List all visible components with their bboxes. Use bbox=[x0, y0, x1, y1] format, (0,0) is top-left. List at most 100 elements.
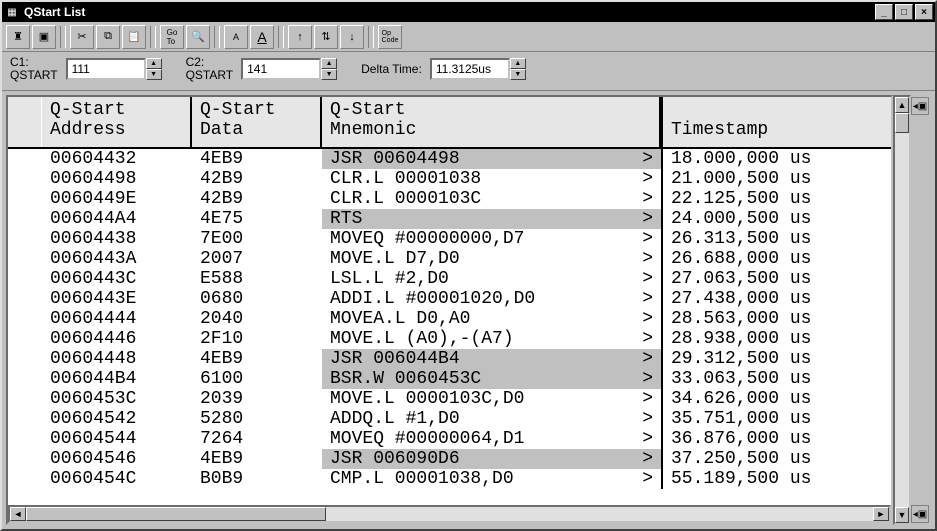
mnem-cell: JSR 006044B4> bbox=[322, 349, 661, 369]
table-row[interactable]: 0060454CB0B9CMP.L 00001038,D0>55.189,500… bbox=[8, 469, 891, 489]
table-row[interactable]: 006044462F10MOVE.L (A0),-(A7)>28.938,000… bbox=[8, 329, 891, 349]
minimize-button[interactable]: _ bbox=[875, 4, 893, 20]
tree-icon[interactable]: ♜ bbox=[6, 25, 30, 49]
vscroll-thumb[interactable] bbox=[895, 113, 909, 133]
table-row[interactable]: 006044B46100BSR.W 0060453C>33.063,500 us bbox=[8, 369, 891, 389]
table-row[interactable]: 0060453C2039MOVE.L 0000103C,D0>34.626,00… bbox=[8, 389, 891, 409]
font-small-icon[interactable]: A bbox=[224, 25, 248, 49]
c2-down[interactable]: ▼ bbox=[321, 69, 337, 80]
zoom-icon[interactable]: 🔍 bbox=[186, 25, 210, 49]
table-row[interactable]: 0060449E42B9CLR.L 0000103C>22.125,500 us bbox=[8, 189, 891, 209]
data-cell: E588 bbox=[192, 269, 322, 289]
toolbar-separator bbox=[368, 26, 374, 48]
c1-up[interactable]: ▲ bbox=[146, 58, 162, 69]
ts-cell: 22.125,500 us bbox=[661, 189, 891, 209]
cut-icon[interactable]: ✂ bbox=[70, 25, 94, 49]
scroll-down-icon[interactable]: ▼ bbox=[895, 507, 909, 523]
mnem-cell: ADDI.L #00001020,D0> bbox=[322, 289, 661, 309]
addr-cell: 00604432 bbox=[42, 149, 192, 169]
mnem-cell: MOVE.L 0000103C,D0> bbox=[322, 389, 661, 409]
table-row[interactable]: 006045447264MOVEQ #00000064,D1>36.876,00… bbox=[8, 429, 891, 449]
font-large-icon[interactable]: A bbox=[250, 25, 274, 49]
table-row[interactable]: 0060443E0680ADDI.L #00001020,D0>27.438,0… bbox=[8, 289, 891, 309]
ts-cell: 26.688,000 us bbox=[661, 249, 891, 269]
c2-input[interactable]: ▲▼ bbox=[241, 58, 337, 80]
marker-bottom-icon[interactable]: ◂▣ bbox=[911, 505, 929, 523]
table-row[interactable]: 006045464EB9JSR 006090D6>37.250,500 us bbox=[8, 449, 891, 469]
maximize-button[interactable]: □ bbox=[895, 4, 913, 20]
data-cell: 4EB9 bbox=[192, 449, 322, 469]
data-cell: 42B9 bbox=[192, 169, 322, 189]
c2-up[interactable]: ▲ bbox=[321, 58, 337, 69]
copy-icon[interactable]: ⧉ bbox=[96, 25, 120, 49]
vscroll-track[interactable] bbox=[895, 113, 909, 507]
ts-cell: 28.563,000 us bbox=[661, 309, 891, 329]
mnem-cell: RTS> bbox=[322, 209, 661, 229]
toolbar-separator bbox=[214, 26, 220, 48]
mnem-cell: LSL.L #2,D0> bbox=[322, 269, 661, 289]
table-row[interactable]: 006045425280ADDQ.L #1,D0>35.751,000 us bbox=[8, 409, 891, 429]
scroll-up-icon[interactable]: ▲ bbox=[895, 97, 909, 113]
delta-up[interactable]: ▲ bbox=[510, 58, 526, 69]
hscrollbar[interactable]: ◄ ► bbox=[8, 505, 891, 523]
data-cell: 42B9 bbox=[192, 189, 322, 209]
window-title: QStart List bbox=[24, 5, 873, 19]
scroll-right-icon[interactable]: ► bbox=[873, 507, 889, 521]
c1-down[interactable]: ▼ bbox=[146, 69, 162, 80]
marker-top-icon[interactable]: ◂▣ bbox=[911, 97, 929, 115]
table-row[interactable]: 006044324EB9JSR 00604498>18.000,000 us bbox=[8, 149, 891, 169]
app-icon: ▦ bbox=[4, 4, 20, 20]
addr-cell: 00604498 bbox=[42, 169, 192, 189]
data-cell: 5280 bbox=[192, 409, 322, 429]
vscrollbar[interactable]: ▲ ▼ bbox=[893, 95, 911, 525]
table-row[interactable]: 006044A44E75RTS>24.000,500 us bbox=[8, 209, 891, 229]
content: Q-Start Address Q-Start Data Q-Start Mne… bbox=[2, 91, 935, 529]
close-button[interactable]: × bbox=[915, 4, 933, 20]
addr-cell: 00604446 bbox=[42, 329, 192, 349]
table-row[interactable]: 006044484EB9JSR 006044B4>29.312,500 us bbox=[8, 349, 891, 369]
goto-icon[interactable]: GoTo bbox=[160, 25, 184, 49]
opcode-icon[interactable]: OpCode bbox=[378, 25, 402, 49]
delta-field[interactable] bbox=[430, 58, 510, 80]
ts-cell: 28.938,000 us bbox=[661, 329, 891, 349]
add-icon[interactable]: ▣ bbox=[32, 25, 56, 49]
handle-header[interactable] bbox=[8, 97, 42, 147]
ts-cell: 21.000,500 us bbox=[661, 169, 891, 189]
table-row[interactable]: 0060449842B9CLR.L 00001038>21.000,500 us bbox=[8, 169, 891, 189]
c1-field[interactable] bbox=[66, 58, 146, 80]
data-cell: 2F10 bbox=[192, 329, 322, 349]
c1-input[interactable]: ▲▼ bbox=[66, 58, 162, 80]
table-row[interactable]: 006044442040MOVEA.L D0,A0>28.563,000 us bbox=[8, 309, 891, 329]
table-row[interactable]: 0060443CE588LSL.L #2,D0>27.063,500 us bbox=[8, 269, 891, 289]
paste-icon[interactable]: 📋 bbox=[122, 25, 146, 49]
arrow-down-icon[interactable]: ↓ bbox=[340, 25, 364, 49]
ts-cell: 29.312,500 us bbox=[661, 349, 891, 369]
addr-cell: 0060443C bbox=[42, 269, 192, 289]
data-cell: 4E75 bbox=[192, 209, 322, 229]
toolbar-separator bbox=[60, 26, 66, 48]
mnem-cell: MOVEQ #00000000,D7> bbox=[322, 229, 661, 249]
addr-header[interactable]: Q-Start Address bbox=[42, 97, 192, 147]
swap-icon[interactable]: ⇅ bbox=[314, 25, 338, 49]
table-row[interactable]: 0060443A2007MOVE.L D7,D0>26.688,000 us bbox=[8, 249, 891, 269]
hscroll-track[interactable] bbox=[26, 507, 873, 521]
addr-cell: 0060443A bbox=[42, 249, 192, 269]
delta-label: Delta Time: bbox=[361, 63, 422, 76]
addr-cell: 006044A4 bbox=[42, 209, 192, 229]
scroll-left-icon[interactable]: ◄ bbox=[10, 507, 26, 521]
data-header[interactable]: Q-Start Data bbox=[192, 97, 322, 147]
mnem-header[interactable]: Q-Start Mnemonic bbox=[322, 97, 661, 147]
addr-cell: 0060454C bbox=[42, 469, 192, 489]
ts-cell: 35.751,000 us bbox=[661, 409, 891, 429]
hscroll-thumb[interactable] bbox=[26, 507, 326, 521]
c2-field[interactable] bbox=[241, 58, 321, 80]
data-cell: 0680 bbox=[192, 289, 322, 309]
ts-cell: 18.000,000 us bbox=[661, 149, 891, 169]
delta-down[interactable]: ▼ bbox=[510, 69, 526, 80]
ts-header[interactable]: Timestamp bbox=[661, 97, 891, 147]
toolbar-separator bbox=[150, 26, 156, 48]
arrow-up-icon[interactable]: ↑ bbox=[288, 25, 312, 49]
table-row[interactable]: 006044387E00MOVEQ #00000000,D7>26.313,50… bbox=[8, 229, 891, 249]
delta-input[interactable]: ▲▼ bbox=[430, 58, 526, 80]
addr-cell: 00604438 bbox=[42, 229, 192, 249]
